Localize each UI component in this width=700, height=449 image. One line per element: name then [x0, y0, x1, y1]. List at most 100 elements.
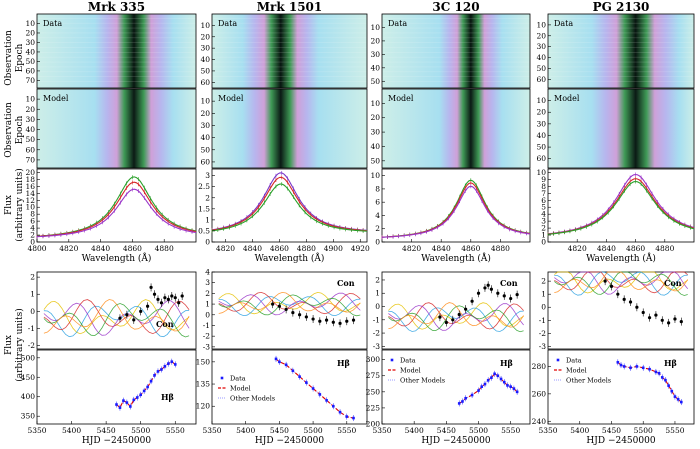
heatmap-data	[382, 14, 530, 88]
flux-tick-label: 4	[30, 224, 35, 233]
continuum-point	[515, 292, 519, 297]
heatmap-frame-data	[211, 13, 368, 89]
flux-tick-label: 6	[541, 196, 546, 205]
continuum-point	[628, 300, 633, 304]
flux-tick-label: 1.5	[198, 204, 210, 213]
spectrum-line-1	[547, 178, 695, 235]
continuum-point	[156, 297, 160, 301]
xlabel-wavelength: Wavelength (Å)	[255, 252, 325, 264]
heatmap-noise-row	[548, 81, 694, 82]
panel-label-model: Model	[218, 94, 244, 103]
hjd-tick-label: 5400	[405, 426, 424, 435]
continuum-label: Con	[664, 278, 682, 288]
continuum-tick-label: 1	[205, 300, 210, 309]
epoch-tick-label: 20	[200, 32, 210, 41]
legend-data-marker	[390, 358, 394, 362]
heatmap-frame-model	[211, 88, 368, 169]
continuum-tick-label: 0	[30, 307, 35, 316]
spectrum-line-0	[211, 172, 368, 231]
xlabel-hjd: HJD −2450000	[82, 436, 151, 446]
hbeta-point	[673, 395, 677, 398]
hbeta-tick-label: 350	[21, 412, 36, 421]
continuum-point	[641, 310, 645, 315]
hbeta-point	[496, 374, 500, 378]
hjd-tick-label: 5350	[538, 426, 557, 435]
object-title: Mrk 335	[88, 0, 145, 14]
hbeta-point	[629, 366, 632, 370]
flux-tick-label: 2.5	[198, 182, 210, 191]
flux-tick-label: 6	[375, 198, 380, 207]
hbeta-point	[139, 393, 142, 397]
continuum-model-line	[554, 271, 689, 293]
heatmap-noise-row	[382, 56, 530, 58]
epoch-tick-label: 40	[200, 133, 210, 142]
hbeta-point	[332, 404, 335, 408]
epoch-tick-label: 50	[536, 143, 546, 152]
continuum-model-line	[388, 302, 524, 330]
hjd-tick-label: 5450	[437, 426, 456, 435]
hjd-tick-label: 5500	[634, 426, 653, 435]
continuum-point	[502, 294, 506, 298]
continuum-point	[486, 283, 490, 287]
hbeta-frame	[36, 349, 197, 425]
epoch-tick-label: 30	[25, 115, 35, 124]
continuum-point	[331, 320, 335, 324]
heatmap-noise-row	[37, 52, 196, 53]
continuum-frame	[211, 271, 368, 350]
heatmap-noise-row	[548, 22, 694, 24]
hbeta-label: Hβ	[664, 358, 677, 368]
legend-model: Model	[566, 367, 587, 375]
heatmap-noise-row	[37, 66, 196, 68]
legend-data: Data	[400, 357, 416, 365]
heatmap-noise-row	[382, 27, 530, 29]
continuum-point	[622, 297, 626, 302]
spectrum-frame	[547, 168, 695, 243]
heatmap-noise-row	[548, 27, 694, 29]
continuum-point	[673, 317, 677, 321]
wavelength-tick-label: 4880	[655, 244, 674, 253]
continuum-tick-label: 2	[30, 273, 35, 282]
continuum-point	[679, 319, 683, 324]
wavelength-tick-label: 4820	[216, 244, 235, 253]
epoch-tick-label: 10	[370, 23, 380, 32]
hbeta-point	[480, 385, 484, 388]
hbeta-point	[670, 389, 674, 393]
heatmap-noise-row	[548, 71, 694, 73]
continuum-point	[660, 318, 664, 322]
wavelength-tick-label: 4880	[491, 244, 510, 253]
flux-tick-label: 0	[375, 238, 380, 247]
heatmap-noise-row	[548, 47, 694, 48]
continuum-tick-label: -3	[539, 342, 547, 351]
continuum-label: Con	[156, 319, 174, 329]
epoch-tick-label: 10	[200, 21, 210, 30]
hjd-tick-label: 5350	[27, 426, 46, 435]
hbeta-point	[660, 376, 664, 379]
heatmap-noise-row	[548, 66, 694, 68]
xlabel-wavelength: Wavelength (Å)	[82, 252, 152, 264]
continuum-model-line	[388, 307, 524, 332]
hbeta-point	[509, 385, 512, 388]
panel-label-data: Data	[43, 19, 62, 28]
continuum-point	[509, 296, 513, 301]
flux-tick-label: 3	[541, 217, 546, 226]
hbeta-point	[477, 389, 480, 392]
hbeta-point	[305, 381, 308, 384]
hbeta-frame	[211, 349, 368, 425]
heatmap-noise-row	[212, 22, 367, 24]
continuum-tick-label: 2	[205, 289, 210, 298]
flux-tick-label: 10	[370, 171, 380, 180]
heatmap-noise-row	[212, 61, 367, 63]
continuum-model-line	[218, 291, 361, 315]
xlabel-hjd: HJD −2450000	[421, 436, 490, 446]
heatmap-noise-row	[382, 18, 530, 19]
ylabel-epoch-data-2: Epoch	[15, 44, 25, 73]
continuum-point	[177, 301, 181, 305]
ylabel-flux-lc-1: Flux	[4, 335, 14, 355]
heatmap-noise-row	[37, 56, 196, 58]
flux-tick-label: 6	[30, 217, 35, 226]
epoch-tick-label: 30	[536, 42, 546, 51]
heatmap-noise-row	[548, 18, 694, 19]
continuum-model-line	[218, 291, 361, 314]
continuum-tick-label: -3	[203, 342, 211, 351]
